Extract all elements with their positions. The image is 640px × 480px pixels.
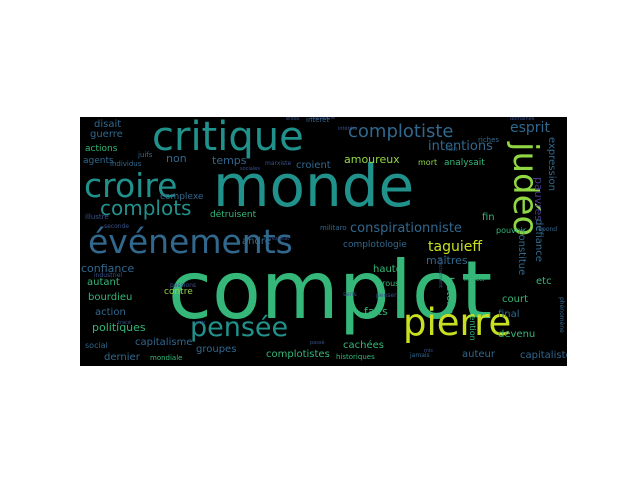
word: confiance bbox=[81, 262, 135, 275]
word: pauvres bbox=[532, 177, 545, 221]
word: cachées bbox=[343, 340, 384, 351]
word: amoureux bbox=[344, 153, 400, 166]
word: pensée bbox=[190, 312, 289, 343]
word: etc bbox=[536, 276, 552, 287]
word: capitaliste bbox=[520, 350, 567, 361]
word: final bbox=[498, 309, 520, 320]
word: devenu bbox=[498, 329, 536, 340]
word: analysait bbox=[444, 158, 485, 168]
word: sociales bbox=[240, 166, 260, 172]
word: mort bbox=[418, 158, 438, 167]
word: croire bbox=[84, 166, 178, 205]
word: complotologie bbox=[343, 240, 407, 250]
word: monde bbox=[213, 152, 415, 220]
word: penser bbox=[376, 292, 397, 299]
word: intentions bbox=[428, 139, 493, 154]
word: complots bbox=[100, 196, 192, 220]
word: complexe bbox=[160, 192, 204, 202]
word: bourdieu bbox=[88, 292, 133, 303]
word: complotiste bbox=[348, 121, 454, 142]
word: constitue bbox=[516, 229, 527, 276]
word: intérêt bbox=[306, 117, 330, 124]
word: faits bbox=[364, 305, 388, 318]
word: haute bbox=[373, 264, 402, 275]
word: résultat bbox=[270, 236, 290, 242]
word: agents bbox=[83, 156, 114, 166]
word: illustre bbox=[85, 213, 109, 221]
word: passé bbox=[310, 340, 325, 346]
word: militaro bbox=[320, 224, 347, 232]
word: sens bbox=[343, 291, 357, 298]
word: tracé bbox=[118, 320, 131, 326]
word: juifs bbox=[138, 151, 153, 159]
word: contre bbox=[164, 287, 193, 297]
word: actions bbox=[85, 144, 118, 154]
word: mondiale bbox=[150, 354, 183, 362]
word: domaines bbox=[510, 117, 535, 122]
word: court bbox=[502, 294, 528, 305]
word: fin bbox=[482, 212, 495, 223]
word: complotistes bbox=[266, 349, 330, 360]
word: conspirationniste bbox=[350, 221, 462, 236]
word: répond bbox=[536, 226, 558, 233]
word: dernier bbox=[104, 352, 140, 363]
word: voir bbox=[196, 320, 206, 326]
word: seconde bbox=[104, 223, 130, 230]
word: capitalisme bbox=[135, 337, 193, 348]
word: histoire bbox=[444, 277, 455, 315]
word: esprit bbox=[510, 120, 550, 136]
word: marxiste bbox=[265, 160, 292, 167]
word: croient bbox=[296, 160, 331, 171]
word: intérêts bbox=[338, 126, 358, 132]
word: action bbox=[95, 307, 126, 318]
word: élites bbox=[286, 117, 300, 122]
word: phénomène bbox=[558, 297, 565, 333]
word: maîtres bbox=[426, 254, 468, 267]
word: critique bbox=[152, 117, 304, 160]
word: politiques bbox=[92, 321, 146, 334]
word: pierre bbox=[403, 301, 512, 344]
word: disait bbox=[94, 119, 122, 130]
word: non bbox=[166, 152, 187, 165]
word: riches bbox=[478, 136, 500, 144]
word: groupes bbox=[196, 344, 237, 355]
word: guerre bbox=[90, 129, 123, 140]
word: industriel bbox=[94, 272, 123, 279]
word: taguieff bbox=[428, 239, 482, 255]
word-cloud: complot monde critique événements croire… bbox=[80, 117, 567, 366]
word: social bbox=[85, 341, 108, 350]
word: jamais bbox=[410, 352, 430, 359]
word: intention bbox=[468, 305, 477, 341]
word: temps bbox=[212, 154, 247, 167]
word: sociologie bbox=[310, 117, 335, 121]
word: passions bbox=[170, 282, 197, 289]
word: détruisent bbox=[210, 210, 257, 220]
word: complot bbox=[168, 244, 493, 337]
word: autant bbox=[87, 277, 120, 288]
word: historiques bbox=[336, 353, 375, 361]
word: pouvoir bbox=[496, 226, 527, 235]
word: individus bbox=[110, 160, 142, 168]
word: précisément bbox=[437, 257, 443, 289]
word: auteur bbox=[462, 349, 495, 360]
word: andré bbox=[242, 236, 271, 247]
word: proust bbox=[377, 279, 403, 288]
word: mis bbox=[424, 348, 433, 354]
word: expression bbox=[546, 137, 557, 191]
word: rien bbox=[446, 146, 458, 153]
word: événements bbox=[88, 222, 293, 261]
word: marcel bbox=[464, 276, 485, 283]
